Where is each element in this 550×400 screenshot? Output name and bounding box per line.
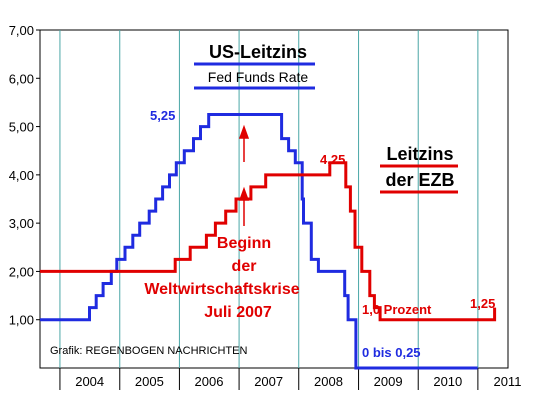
y-tick-label: 4,00 [9, 168, 34, 183]
ezb-end-label: 1,25 [470, 296, 495, 311]
y-tick-label: 7,00 [9, 23, 34, 38]
series-line-ezb [40, 161, 497, 322]
us-peak-label: 5,25 [150, 108, 175, 123]
x-tick-label: 2009 [374, 374, 403, 389]
crisis-arrows [238, 124, 250, 226]
us-subtitle: Fed Funds Rate [208, 69, 309, 85]
y-tick-label: 1,00 [9, 313, 34, 328]
plot-area [39, 29, 509, 369]
y-tick-label: 2,00 [9, 264, 34, 279]
y-tick-label: 3,00 [9, 216, 34, 231]
arrow-lower-head [238, 186, 250, 201]
ezb-title-line1: Leitzins [386, 144, 453, 164]
series-lines [40, 113, 497, 370]
x-tick-label: 2006 [195, 374, 224, 389]
arrow-upper-head [238, 124, 250, 139]
ezb-peak-label: 4,25 [320, 152, 345, 167]
x-tick-label: 2005 [135, 374, 164, 389]
vertical-grid [59, 30, 479, 368]
y-tick-label: 6,00 [9, 71, 34, 86]
series-line-us [40, 113, 478, 370]
crisis-line1: Beginn [217, 235, 271, 252]
crisis-line4: Juli 2007 [204, 304, 272, 321]
us-title: US-Leitzins [209, 42, 307, 62]
x-tick-label: 2011 [493, 374, 521, 389]
ezb-low-label: 1,0 Prozent [362, 302, 432, 317]
ezb-title-line2: der EZB [385, 170, 454, 190]
x-tick-label: 2008 [314, 374, 343, 389]
x-axis: 2004 2005 2006 2007 2008 2009 2010 2011 [59, 368, 521, 390]
us-low-label: 0 bis 0,25 [362, 345, 421, 360]
credit-text: Grafik: REGENBOGEN NACHRICHTEN [50, 345, 247, 357]
crisis-line2: der [232, 258, 257, 275]
x-tick-label: 2007 [254, 374, 283, 389]
crisis-line3: Weltwirtschaftskrise [144, 281, 299, 298]
y-axis: 7,00 6,00 5,00 4,00 3,00 2,00 1,00 [9, 23, 40, 328]
x-tick-label: 2010 [433, 374, 462, 389]
y-tick-label: 5,00 [9, 120, 34, 135]
x-tick-label: 2004 [75, 374, 104, 389]
